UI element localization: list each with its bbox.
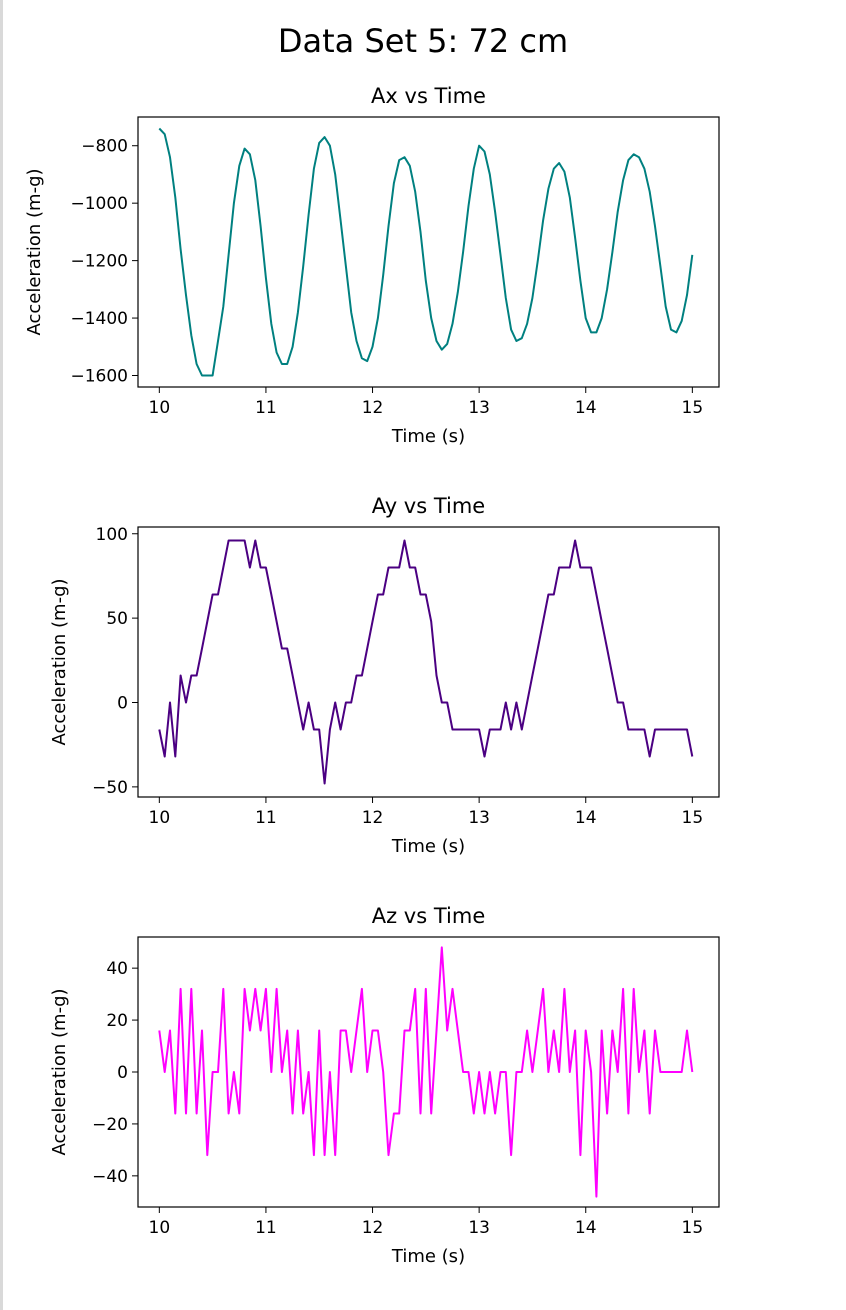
ay-y-axis-label: Acceleration (m-g) (49, 578, 70, 745)
ax-y-tick-label: −1600 (70, 367, 128, 387)
ay-title: Ay vs Time (372, 494, 485, 518)
ay-x-axis-label: Time (s) (391, 836, 465, 857)
ax-x-tick-label: 11 (255, 398, 277, 418)
az-x-tick-label: 10 (149, 1218, 171, 1238)
ax-y-tick-label: −1000 (70, 194, 128, 214)
ax-chart: Ax vs Time 10 11 12 13 14 15 −1600 −1400 −1200 −10… (24, 84, 720, 447)
az-x-tick-label: 13 (468, 1218, 490, 1238)
ax-y-tick-label: −1400 (70, 309, 128, 329)
ax-y-axis-label: Acceleration (m-g) (24, 168, 45, 335)
ay-y-tick-label: 0 (117, 694, 128, 714)
ax-y-tick-label: −800 (81, 137, 128, 157)
az-x-tick-label: 11 (255, 1218, 277, 1238)
az-y-tick-label: 40 (106, 959, 128, 979)
ay-chart: Ay vs Time 10 11 12 13 14 15 −50 0 50 100 Time (s) A… (49, 494, 720, 857)
ay-axes-frame (137, 526, 720, 798)
ay-y-tick-label: 100 (96, 525, 128, 545)
left-border (0, 0, 3, 1310)
ax-series-line (158, 127, 694, 377)
ax-x-tick-label: 10 (149, 398, 171, 418)
az-y-tick-label: 0 (117, 1063, 128, 1083)
ax-x-tick-label: 14 (575, 398, 597, 418)
ay-y-tick-label: 50 (106, 609, 128, 629)
ay-x-tick-label: 13 (468, 808, 490, 828)
ax-axes-frame (137, 116, 720, 388)
az-y-tick-label: −20 (92, 1115, 128, 1135)
ay-series-line (158, 539, 694, 785)
az-chart: Az vs Time 10 11 12 13 14 15 −40 −20 0 20 40 Time (s… (49, 904, 720, 1267)
ay-x-tick-label: 10 (149, 808, 171, 828)
az-y-tick-label: 20 (106, 1011, 128, 1031)
ax-y-tick-label: −1200 (70, 252, 128, 272)
ay-x-tick-label: 15 (682, 808, 704, 828)
ay-y-tick-label: −50 (92, 778, 128, 798)
ax-x-axis-label: Time (s) (391, 426, 465, 447)
figure-suptitle: Data Set 5: 72 cm (277, 22, 569, 60)
az-y-axis-label: Acceleration (m-g) (49, 988, 70, 1155)
ay-x-tick-label: 11 (255, 808, 277, 828)
ax-x-tick-label: 12 (362, 398, 384, 418)
ay-x-tick-label: 12 (362, 808, 384, 828)
az-title: Az vs Time (372, 904, 486, 928)
az-x-axis-label: Time (s) (391, 1246, 465, 1267)
az-x-tick-label: 14 (575, 1218, 597, 1238)
ax-x-tick-label: 15 (682, 398, 704, 418)
az-series-line (158, 946, 694, 1198)
ax-title: Ax vs Time (371, 84, 486, 108)
az-y-tick-label: −40 (92, 1167, 128, 1187)
ay-x-tick-label: 14 (575, 808, 597, 828)
az-x-tick-label: 12 (362, 1218, 384, 1238)
az-x-tick-label: 15 (682, 1218, 704, 1238)
ax-x-tick-label: 13 (468, 398, 490, 418)
